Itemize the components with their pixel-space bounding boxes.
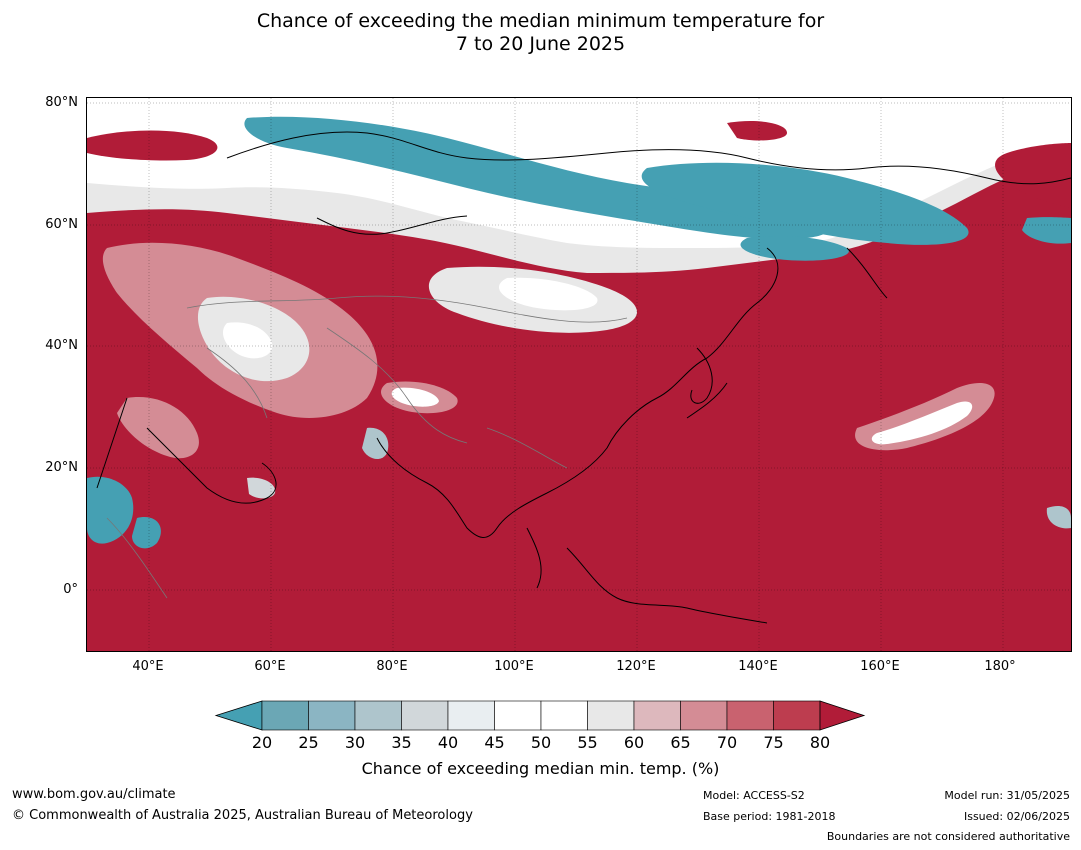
title-line-1: Chance of exceeding the median minimum t… (256, 10, 825, 32)
lat-label-40n: 40°N (45, 338, 78, 353)
map-title: Chance of exceeding the median minimum t… (0, 10, 1081, 56)
colorbar-segment (773, 700, 821, 731)
northern-anomaly-region (87, 98, 1071, 273)
colorbar (214, 700, 866, 731)
footer-model-run: Model run: 31/05/2025 (944, 789, 1070, 802)
colorbar-segment (587, 700, 635, 731)
colorbar-segment (540, 700, 588, 731)
coastlines (96, 131, 1071, 624)
colorbar-tick-label: 60 (623, 733, 645, 752)
forecast-map (86, 97, 1072, 652)
colorbar-tick-label: 65 (670, 733, 691, 752)
colorbar-tick-label: 80 (809, 733, 831, 752)
colorbar-segment (447, 700, 495, 731)
footer-model: Model: ACCESS-S2 (703, 789, 805, 802)
pacific-region (855, 383, 1071, 529)
lon-label-140e: 140°E (738, 659, 778, 674)
colorbar-tick-label: 35 (391, 733, 412, 752)
graticule (87, 98, 1071, 651)
lat-label-80n: 80°N (45, 95, 78, 110)
lat-label-60n: 60°N (45, 217, 78, 232)
colorbar-over-arrow (819, 700, 866, 731)
country-borders (106, 295, 628, 599)
colorbar-segment (494, 700, 542, 731)
colorbar-tick-label: 25 (298, 733, 319, 752)
map-canvas (87, 98, 1071, 651)
lon-label-120e: 120°E (616, 659, 656, 674)
colorbar-label: Chance of exceeding median min. temp. (%… (361, 759, 720, 778)
colorbar-tick-label: 70 (716, 733, 738, 752)
colorbar-tick-label: 50 (530, 733, 552, 752)
lat-label-20n: 20°N (45, 460, 78, 475)
footer-base-period: Base period: 1981-2018 (703, 810, 836, 823)
title-line-2: 7 to 20 June 2025 (455, 33, 626, 55)
colorbar-segment (261, 700, 309, 731)
lon-label-60e: 60°E (254, 659, 286, 674)
colorbar-tick-label: 75 (763, 733, 784, 752)
central-asia-region (87, 242, 637, 549)
lat-label-0: 0° (63, 582, 78, 597)
lon-label-40e: 40°E (132, 659, 164, 674)
footer-url: www.bom.gov.au/climate (12, 787, 176, 802)
footer-disclaimer: Boundaries are not considered authoritat… (826, 830, 1070, 843)
colorbar-tick-label: 40 (437, 733, 459, 752)
lon-label-100e: 100°E (494, 659, 534, 674)
footer-issued: Issued: 02/06/2025 (963, 810, 1070, 823)
colorbar-segment (680, 700, 728, 731)
colorbar-tick-label: 30 (344, 733, 366, 752)
colorbar-segment (354, 700, 402, 731)
colorbar-tick-label: 55 (577, 733, 598, 752)
lon-label-80e: 80°E (376, 659, 408, 674)
colorbar-segment (633, 700, 681, 731)
colorbar-segment (401, 700, 449, 731)
colorbar-tick-label: 45 (484, 733, 505, 752)
colorbar-segment (308, 700, 356, 731)
colorbar-segment (726, 700, 774, 731)
lon-label-180: 180° (984, 659, 1016, 674)
colorbar-under-arrow (214, 700, 263, 731)
lon-label-160e: 160°E (860, 659, 900, 674)
footer-copyright: © Commonwealth of Australia 2025, Austra… (12, 808, 473, 823)
colorbar-tick-label: 20 (251, 733, 273, 752)
